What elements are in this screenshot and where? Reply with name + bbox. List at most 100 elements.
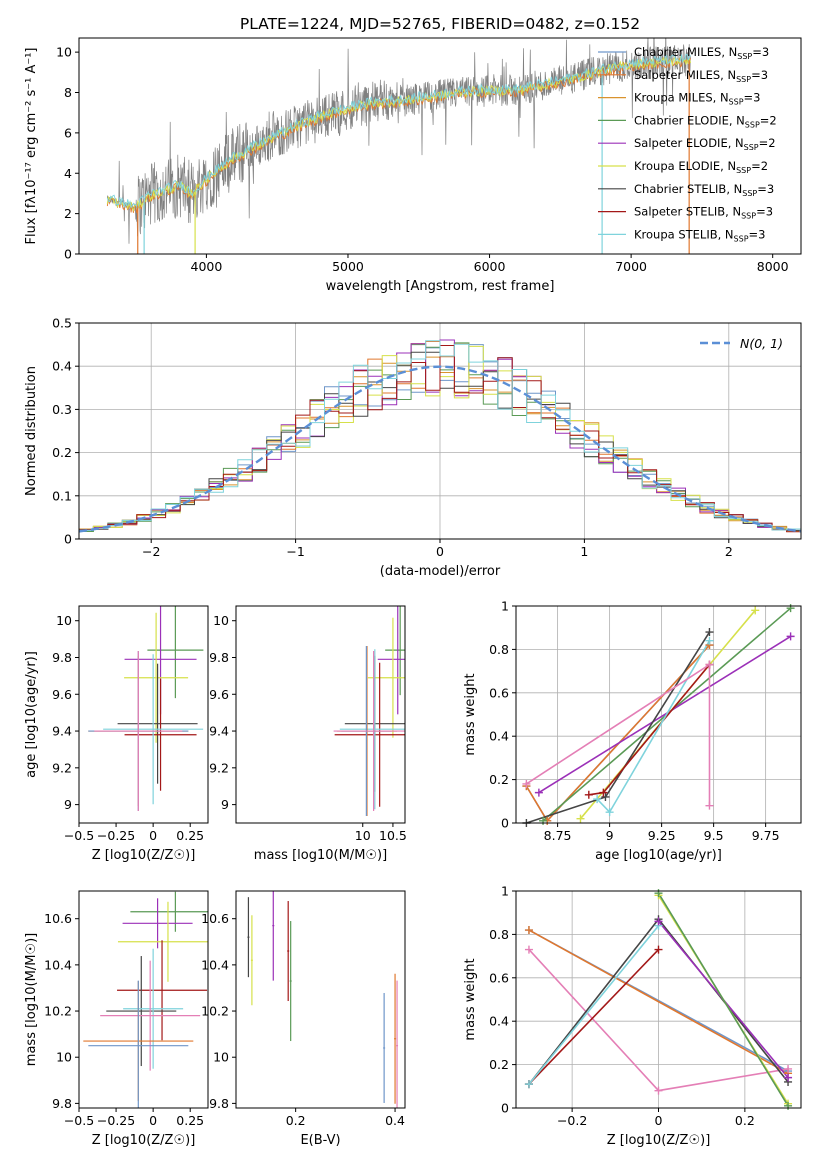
y-tick-label: 1	[501, 884, 509, 899]
y-tick-label: 0.2	[489, 1057, 509, 1072]
weight-marker	[576, 814, 585, 823]
x-tick-label: −0.5	[64, 828, 94, 843]
x-tick-label: 0.4	[385, 1113, 405, 1128]
figure-title: PLATE=1224, MJD=52765, FIBERID=0482, z=0…	[240, 15, 640, 33]
x-tick-label: 9	[606, 828, 614, 843]
y-tick-label: 10.4	[44, 957, 72, 972]
y-tick-label: 0.4	[52, 359, 72, 374]
panel-mass_vs_ebv: 0.2 0.4 9.8 10 10.2 10.4 10.6 E(B-V)	[201, 890, 406, 1148]
weight-marker	[599, 788, 608, 797]
x-tick-label: 0.25	[176, 1113, 204, 1128]
y-tick-label: 0.8	[489, 927, 509, 942]
y-tick-label: 10.4	[201, 957, 229, 972]
panel-weight_vs_age: 8.75 9 9.25 9.5 9.75 0 0.2 0.4 0.6 0.8 1 age [log10…	[463, 599, 802, 863]
x-tick-label: 0	[149, 1113, 157, 1128]
y-tick-label: 10.2	[201, 1004, 229, 1019]
x-tick-label: 10.5	[379, 828, 407, 843]
weight-marker	[786, 632, 795, 641]
plot-area	[247, 891, 399, 1108]
y-tick-label: 4	[64, 166, 72, 181]
gaussian-curve	[79, 365, 801, 533]
plot-area	[88, 606, 204, 812]
panel-mass_vs_Z: −0.5 −0.25 0 0.25 9.8 10 10.2 10.4 10.6 Z [log10(…	[24, 890, 209, 1148]
weight-line-chabrier_stelib	[526, 631, 711, 823]
y-tick-label: 9.6	[209, 687, 229, 702]
x-axis-label: Z [log10(Z/Z☉)]	[92, 848, 196, 863]
weight-marker	[654, 917, 663, 926]
weight-marker	[524, 926, 533, 935]
x-tick-label: 6000	[474, 259, 506, 274]
weight-marker	[705, 636, 714, 645]
x-axis-label: (data-model)/error	[380, 564, 501, 579]
weight-line-salpeter_miles	[525, 644, 711, 823]
x-tick-label: 8000	[757, 259, 789, 274]
y-tick-label: 0.4	[489, 729, 509, 744]
y-tick-label: 0	[501, 816, 509, 831]
y-tick-label: 2	[64, 206, 72, 221]
weight-line-chabrier_miles	[525, 644, 711, 823]
x-tick-label: 2	[725, 544, 733, 559]
y-tick-label: 9.8	[52, 1096, 72, 1111]
weight-marker	[605, 808, 614, 817]
axes-frame	[78, 890, 209, 1109]
y-axis-label: mass weight	[463, 958, 478, 1040]
legend-label: Kroupa STELIB, NSSP=3	[634, 227, 765, 243]
weight-marker	[784, 1073, 793, 1082]
y-axis-label: mass weight	[463, 673, 478, 755]
y-tick-label: 9.2	[52, 760, 72, 775]
axes-frame	[235, 890, 406, 1109]
x-axis-label: Z [log10(Z/Z☉)]	[92, 1133, 196, 1148]
y-tick-label: 9.4	[209, 724, 229, 739]
x-tick-label: 0	[149, 828, 157, 843]
x-tick-label: 8.75	[544, 828, 572, 843]
y-tick-label: 0.2	[489, 772, 509, 787]
y-tick-label: 0.8	[489, 642, 509, 657]
weight-line-kroupa_stelib	[528, 925, 660, 1085]
weight-marker	[654, 1086, 663, 1095]
plot-area	[83, 891, 208, 1108]
histogram-kroupa_stelib	[79, 340, 801, 531]
spectrum-legend: Chabrier MILES, NSSP=3 Salpeter MILES, NS…	[598, 45, 777, 243]
panel-age_vs_mass: 10 10.5 9 9.2 9.4 9.6 9.8 10 mass [log10(M/M☉)]	[209, 605, 407, 863]
x-tick-label: 0.2	[286, 1113, 306, 1128]
x-tick-label: −0.25	[97, 1113, 135, 1128]
x-tick-label: 10	[355, 828, 371, 843]
y-tick-label: 0	[64, 247, 72, 262]
weight-marker	[705, 801, 714, 810]
y-tick-label: 10.6	[44, 911, 72, 926]
plot-area	[333, 606, 405, 817]
weight-marker	[705, 628, 714, 637]
weight-marker	[705, 660, 714, 669]
x-tick-label: 0.2	[735, 1113, 755, 1128]
y-tick-label: 0.3	[52, 402, 72, 417]
weight-marker	[784, 1064, 793, 1073]
x-tick-label: 9.25	[648, 828, 676, 843]
weight-line-chabrier_elodie	[657, 892, 789, 1107]
y-tick-label: 6	[64, 125, 72, 140]
y-tick-label: 9	[64, 797, 72, 812]
weight-line-pink	[525, 663, 711, 806]
legend-label: Kroupa MILES, NSSP=3	[634, 91, 760, 107]
y-tick-label: 10	[213, 1050, 229, 1065]
y-tick-label: 10.2	[44, 1004, 72, 1019]
legend-label: Salpeter MILES, NSSP=3	[634, 68, 768, 84]
y-axis-label: mass [log10(M/M☉)]	[24, 933, 39, 1066]
y-tick-label: 0.2	[52, 445, 72, 460]
legend-label: Chabrier ELODIE, NSSP=2	[634, 113, 777, 129]
y-tick-label: 9.8	[209, 1096, 229, 1111]
weight-marker	[584, 790, 593, 799]
x-tick-label: −1	[286, 544, 304, 559]
y-tick-label: 0.6	[489, 970, 509, 985]
weight-line-salpeter_miles	[528, 929, 789, 1075]
weight-marker	[654, 945, 663, 954]
x-axis-label: wavelength [Angstrom, rest frame]	[326, 279, 555, 294]
plot-area	[106, 38, 692, 254]
panel-age_vs_Z: −0.5 −0.25 0 0.25 9 9.2 9.4 9.6 9.8 10 Z [log10(Z/…	[24, 605, 209, 863]
y-tick-label: 8	[64, 85, 72, 100]
weight-marker	[524, 1080, 533, 1089]
x-tick-label: 1	[580, 544, 588, 559]
plot-area	[525, 607, 792, 823]
panel-residuals: −2 −1 0 1 2 0 0.1 0.2 0.3 0.4 0.5 (data-model)/erro…	[24, 316, 802, 579]
weight-marker	[522, 779, 531, 788]
